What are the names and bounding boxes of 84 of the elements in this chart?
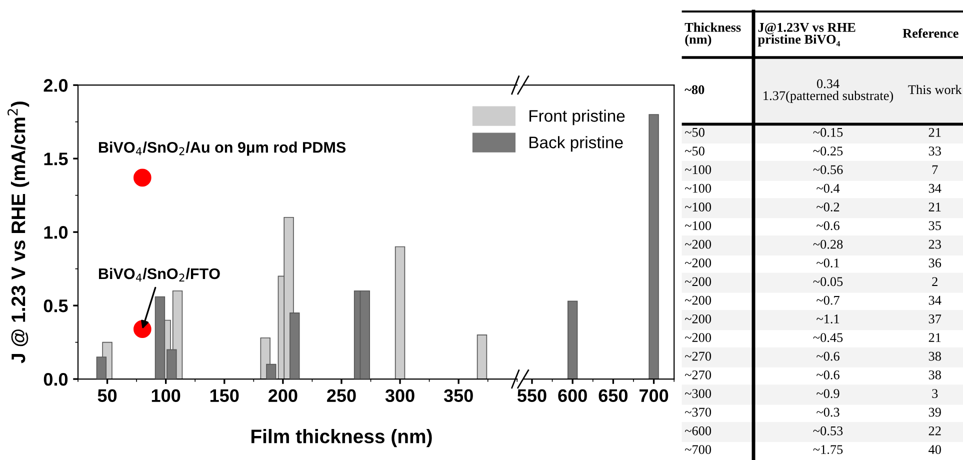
text: ~0.6 bbox=[816, 352, 840, 361]
text: ~0.15 bbox=[813, 128, 843, 137]
text: 21 bbox=[928, 333, 941, 342]
text: ~0.4 bbox=[816, 184, 840, 193]
y-tick-label: 1.5 bbox=[44, 152, 68, 166]
text: ~100 bbox=[684, 165, 712, 174]
text: 38 bbox=[928, 370, 941, 380]
legend-label: Back pristine bbox=[530, 136, 623, 152]
text: ~0.28 bbox=[813, 240, 843, 249]
text: ~1.1 bbox=[816, 314, 840, 324]
x-tick-label: 700 bbox=[640, 389, 668, 402]
y-tick-label: 1.0 bbox=[44, 226, 68, 239]
bar bbox=[394, 246, 406, 380]
text: 33 bbox=[928, 146, 941, 156]
bar bbox=[476, 334, 488, 380]
text: 2 bbox=[932, 277, 938, 286]
x-tick-label: 300 bbox=[385, 389, 414, 402]
x-tick-label: 100 bbox=[152, 389, 180, 402]
text: ~100 bbox=[684, 184, 712, 193]
text: 3 bbox=[932, 389, 938, 398]
text: ~200 bbox=[684, 333, 712, 342]
text: ~0.3 bbox=[816, 408, 840, 417]
text: ~0.25 bbox=[813, 146, 843, 156]
legend-label: Front pristine bbox=[530, 110, 625, 126]
x-axis-title: Film thickness (nm) bbox=[251, 429, 432, 448]
text: ~50 bbox=[684, 146, 704, 156]
text: ~200 bbox=[684, 296, 712, 305]
text: ~270 bbox=[684, 352, 712, 361]
text: ~700 bbox=[684, 445, 712, 454]
text: ~200 bbox=[684, 314, 712, 324]
text: This work bbox=[908, 84, 962, 94]
text: ~0.56 bbox=[813, 165, 843, 174]
text: ~100 bbox=[684, 221, 712, 230]
y-tick-label: 0.5 bbox=[44, 299, 68, 312]
text: 23 bbox=[928, 240, 941, 249]
text: ~0.9 bbox=[816, 389, 840, 398]
text: ~80 bbox=[684, 85, 704, 94]
text: ~270 bbox=[684, 370, 712, 380]
x-tick-label: 200 bbox=[268, 389, 298, 402]
text: ~0.05 bbox=[813, 277, 843, 286]
text: ~50 bbox=[684, 128, 704, 137]
text: 34 bbox=[928, 296, 942, 305]
text: 21 bbox=[928, 202, 941, 212]
text: ~0.7 bbox=[816, 296, 840, 305]
x-tick-label: 650 bbox=[598, 389, 628, 402]
text: 34 bbox=[928, 184, 942, 193]
text: ~100 bbox=[684, 202, 712, 212]
text: ~0.2 bbox=[816, 202, 840, 212]
text: ~200 bbox=[684, 277, 712, 286]
y-tick-label: 2.0 bbox=[44, 79, 68, 92]
x-tick-label: 50 bbox=[98, 389, 117, 402]
y-axis-title: J @ 1.23 V vs RHE (mA/cm$^{2}$) bbox=[8, 102, 30, 364]
y-tick-label: 0.0 bbox=[44, 372, 68, 386]
text: ~370 bbox=[684, 408, 712, 417]
text: 22 bbox=[928, 426, 941, 436]
text: ~0.6 bbox=[816, 221, 840, 230]
text: ~600 bbox=[684, 426, 712, 436]
text: ~0.6 bbox=[816, 370, 840, 380]
annotation: BiVO$_{4}$/SnO$_{2}$/FTO bbox=[98, 268, 220, 282]
text: 37 bbox=[928, 314, 942, 324]
x-tick-label: 350 bbox=[444, 389, 473, 402]
text: 38 bbox=[928, 352, 941, 361]
text: ~0.53 bbox=[813, 426, 843, 436]
text: ~0.1 bbox=[816, 258, 840, 268]
text: 39 bbox=[928, 408, 941, 417]
x-tick-label: 550 bbox=[517, 389, 546, 402]
annotation: BiVO$_{4}$/SnO$_{2}$/Au on 9μm rod PDMS bbox=[98, 142, 346, 156]
x-tick-label: 600 bbox=[558, 389, 587, 402]
text: 7 bbox=[932, 165, 938, 174]
text: 35 bbox=[928, 221, 941, 230]
x-tick-label: 250 bbox=[327, 389, 356, 402]
category-label: Reference bbox=[902, 28, 958, 38]
category-label: Thickness (nm) bbox=[684, 22, 741, 46]
text: ~1.75 bbox=[813, 445, 843, 454]
text: ~200 bbox=[684, 258, 712, 268]
text: 0.34 1.37(patterned substrate) bbox=[764, 79, 894, 103]
text: 21 bbox=[928, 128, 941, 137]
text: ~0.45 bbox=[813, 333, 843, 342]
category-label: J@1.23V vs RHE pristine BiVO₄ bbox=[758, 22, 856, 46]
text: ~300 bbox=[684, 389, 712, 398]
text: 36 bbox=[928, 258, 942, 268]
text: 40 bbox=[928, 445, 941, 454]
text: ~200 bbox=[684, 240, 712, 249]
x-tick-label: 150 bbox=[210, 389, 239, 402]
